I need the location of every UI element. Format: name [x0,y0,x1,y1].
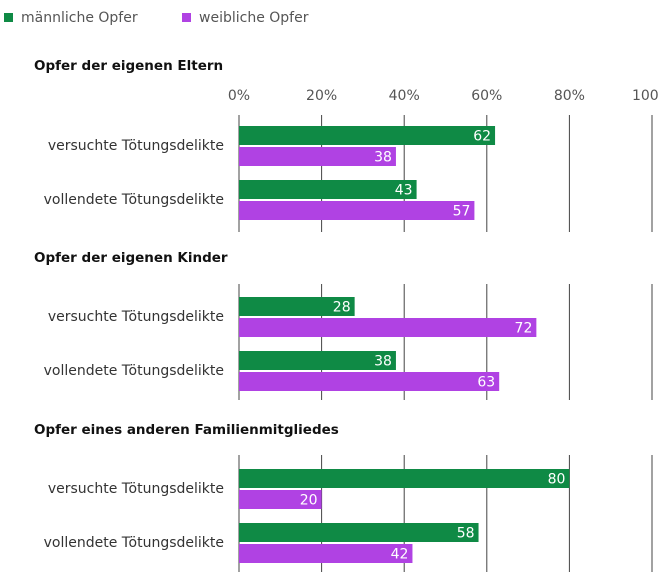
bar [239,351,396,370]
bar [239,318,537,337]
x-tick-label: 40% [389,88,420,104]
bar [239,147,396,166]
x-tick-label: 80% [554,88,585,104]
bar [239,297,355,316]
value-label: 43 [395,183,413,199]
value-label: 62 [473,129,491,145]
x-tick-label: 60% [471,88,502,104]
category-label: versuchte Tötungsdelikte [48,481,224,497]
panel-title: Opfer der eigenen Eltern [34,58,223,74]
bar [239,469,570,488]
value-label: 38 [374,354,392,370]
legend-label: männliche Opfer [21,10,138,26]
value-label: 72 [515,321,533,337]
legend-swatch [182,13,191,22]
x-tick-label: 0% [228,88,250,104]
value-label: 57 [453,204,471,220]
value-label: 63 [477,375,495,391]
bar [239,126,496,145]
bar [239,490,322,509]
bar [239,372,500,391]
value-label: 58 [457,526,475,542]
value-label: 80 [548,472,566,488]
value-label: 20 [300,493,318,509]
category-label: versuchte Tötungsdelikte [48,138,224,154]
x-tick-label: 100% [632,88,658,104]
category-label: vollendete Tötungsdelikte [44,192,224,208]
bar [239,201,475,220]
category-label: versuchte Tötungsdelikte [48,309,224,325]
legend-label: weibliche Opfer [199,10,309,26]
value-label: 42 [391,547,409,563]
bar [239,544,413,563]
legend-swatch [4,13,13,22]
value-label: 38 [374,150,392,166]
panel-title: Opfer eines anderen Familienmitgliedes [34,422,339,438]
x-tick-label: 20% [306,88,337,104]
panel-title: Opfer der eigenen Kinder [34,250,228,266]
bar [239,523,479,542]
bar [239,180,417,199]
value-label: 28 [333,300,351,316]
category-label: vollendete Tötungsdelikte [44,535,224,551]
category-label: vollendete Tötungsdelikte [44,363,224,379]
